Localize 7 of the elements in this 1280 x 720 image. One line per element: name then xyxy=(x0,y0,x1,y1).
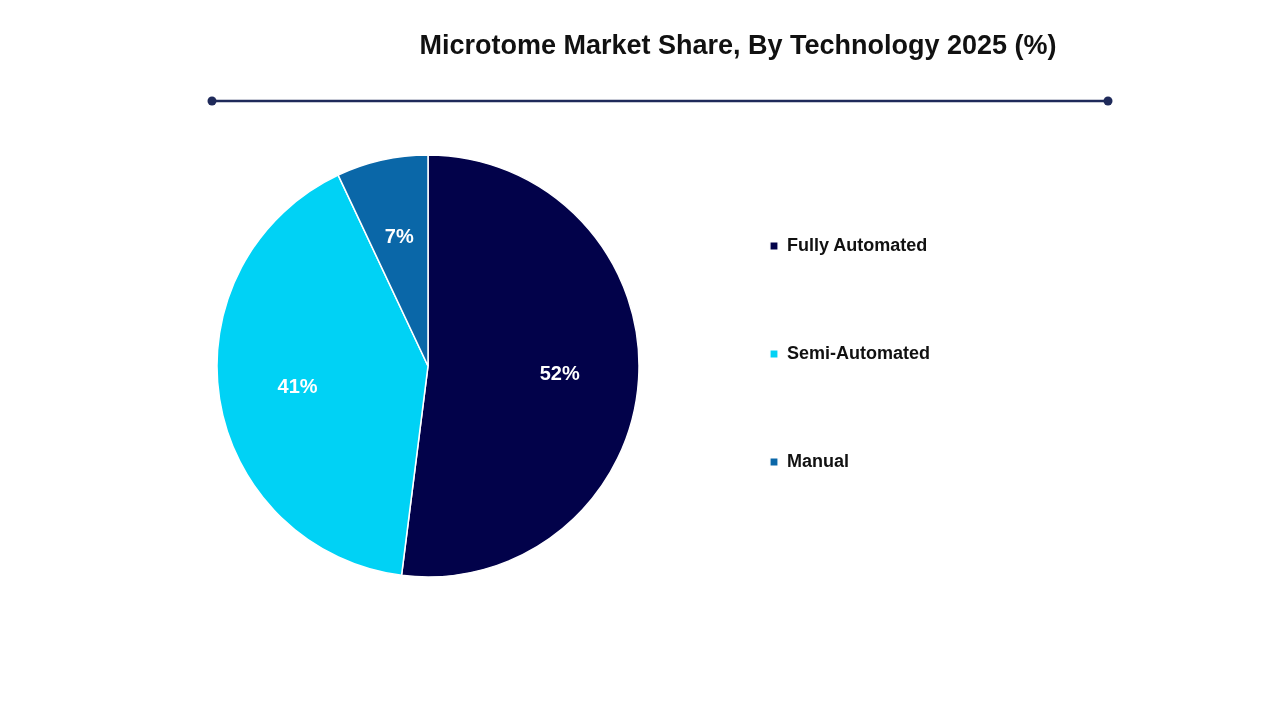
legend-label: Manual xyxy=(787,451,850,471)
legend-label: Semi-Automated xyxy=(787,343,931,363)
data-label: 52% xyxy=(539,362,580,385)
data-label: 7% xyxy=(384,225,414,248)
data-label: 41% xyxy=(277,374,318,397)
chart-title: Microtome Market Share, By Technology 2025 (%) xyxy=(418,30,1058,61)
legend-label: Fully Automated xyxy=(787,235,928,255)
